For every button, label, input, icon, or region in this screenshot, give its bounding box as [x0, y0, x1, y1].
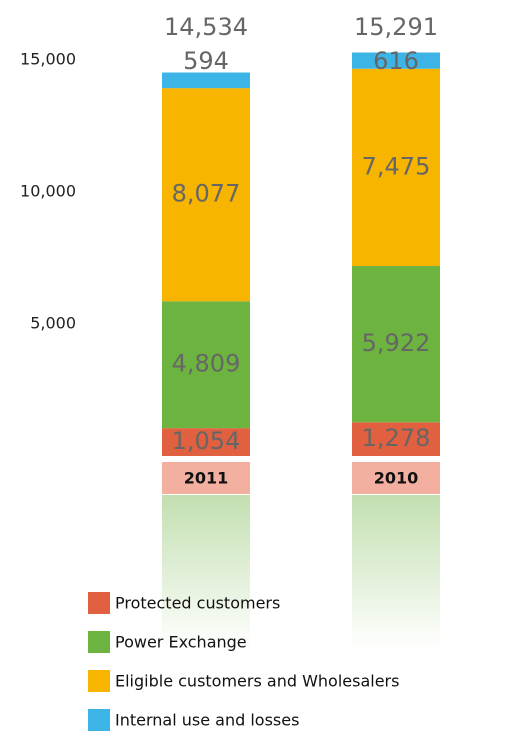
x-tick-label: 2010 — [374, 469, 419, 488]
y-tick-label: 5,000 — [30, 314, 76, 333]
value-label: 5,922 — [362, 329, 431, 357]
bar-segment — [352, 422, 440, 456]
reflection — [352, 495, 440, 650]
legend-label: Protected customers — [115, 594, 280, 613]
legend-swatch — [88, 709, 110, 731]
value-label: 594 — [183, 47, 229, 75]
y-tick-label: 15,000 — [20, 50, 76, 69]
bar-segment — [352, 266, 440, 423]
bar-segment — [162, 301, 250, 429]
value-label: 7,475 — [362, 152, 431, 180]
bar-segment — [162, 428, 250, 456]
x-tick-label: 2011 — [184, 469, 229, 488]
value-label: 8,077 — [172, 180, 241, 208]
reflection — [162, 495, 250, 650]
bar-segment — [352, 52, 440, 69]
total-label: 15,291 — [354, 13, 438, 41]
legend-label: Internal use and losses — [115, 711, 299, 730]
total-label: 14,534 — [164, 13, 248, 41]
legend-swatch — [88, 670, 110, 692]
category-box — [162, 462, 250, 494]
y-tick-label: 10,000 — [20, 182, 76, 201]
bar-segment — [352, 68, 440, 267]
bar-segment — [162, 88, 250, 302]
value-label: 616 — [373, 47, 419, 75]
legend-label: Eligible customers and Wholesalers — [115, 672, 399, 691]
category-box — [352, 462, 440, 494]
value-label: 1,054 — [172, 427, 241, 455]
bar-segment — [162, 72, 250, 89]
value-label: 4,809 — [172, 350, 241, 378]
value-label: 1,278 — [362, 424, 431, 452]
legend-swatch — [88, 631, 110, 653]
legend-label: Power Exchange — [115, 633, 247, 652]
legend-swatch — [88, 592, 110, 614]
